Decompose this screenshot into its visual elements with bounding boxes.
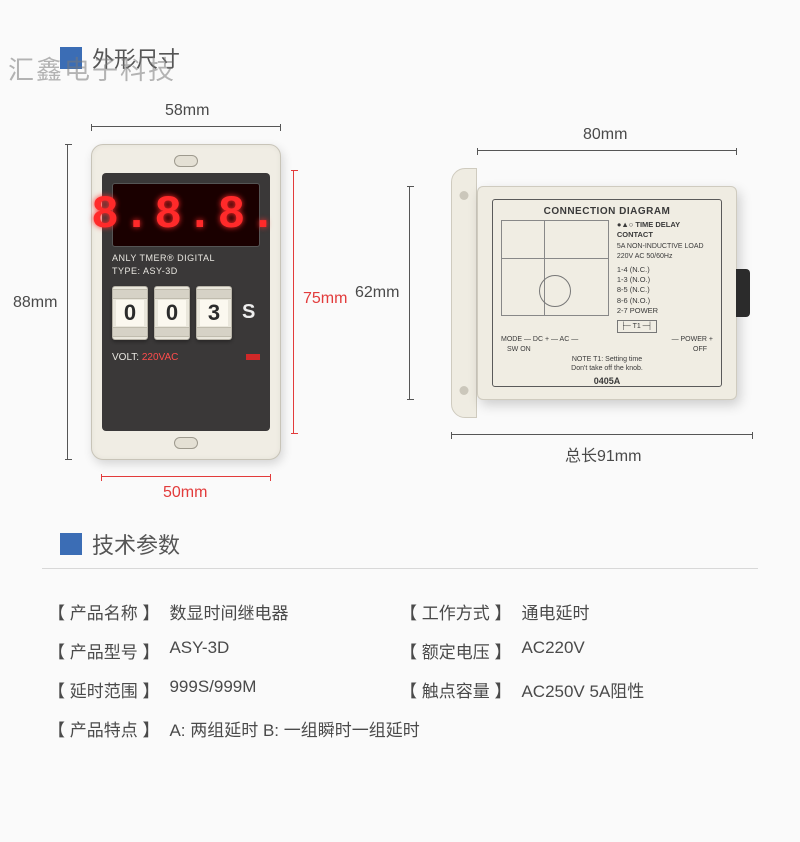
dim-line <box>451 434 753 435</box>
sw-off-label: OFF <box>693 346 707 353</box>
dimension-diagram-row: 58mm 88mm 75mm 50mm 8.8.8. ANLY TMER® DI… <box>0 104 800 520</box>
led-digits: 8.8.8. <box>91 189 281 241</box>
spec-val: A: 两组延时 B: 一组瞬时一组延时 <box>169 716 419 741</box>
switch-row: SW ON OFF <box>501 346 713 353</box>
conn-diagram-title: CONNECTION DIAGRAM <box>501 206 713 217</box>
dim-line <box>101 476 271 477</box>
divider <box>42 568 758 569</box>
wiring-schematic-icon <box>501 220 609 316</box>
volt-label: VOLT: <box>112 352 139 363</box>
spec-row: 【 产品名称 】数显时间继电器 【 工作方式 】通电延时 <box>48 599 752 624</box>
spec-table: 【 产品名称 】数显时间继电器 【 工作方式 】通电延时 【 产品型号 】 ASY… <box>0 585 800 741</box>
spec-key: 【 产品型号 】 <box>48 638 159 663</box>
pin-row: 1-3 (N.O.) <box>617 275 713 285</box>
spec-val: AC250V 5A阻性 <box>521 677 644 702</box>
indicator-icon <box>246 354 260 360</box>
device-side-body: CONNECTION DIAGRAM ●▲○ TIME DELAY CONTAC… <box>477 186 737 400</box>
spec-val: AC220V <box>521 638 584 663</box>
thumb-digit: 0 <box>116 300 144 326</box>
mode-power-labels: MODE — DC + — AC — — POWER + <box>501 336 713 343</box>
dim-label-62mm: 62mm <box>355 284 399 302</box>
pin-mapping-list: 1-4 (N.C.) 1-3 (N.O.) 8-5 (N.C.) 8-6 (N.… <box>617 265 713 316</box>
pin-row: 8-5 (N.C.) <box>617 285 713 295</box>
thumbwheel[interactable]: 3 <box>196 286 232 340</box>
spec-val: ASY-3D <box>169 638 229 663</box>
spec-key: 【 额定电压 】 <box>400 638 511 663</box>
t1-box: ├─ T1 ─┤ <box>617 320 657 333</box>
section-header-specs: 技术参数 <box>60 528 800 560</box>
note-text: NOTE T1: Setting time Don't take off the… <box>501 356 713 374</box>
dim-label-88mm: 88mm <box>13 294 57 312</box>
spec-row: 【 产品型号 】 ASY-3D 【 额定电压 】 AC220V <box>48 638 752 663</box>
thumbwheel-row: 0 0 3 S <box>112 286 260 340</box>
front-view-block: 58mm 88mm 75mm 50mm 8.8.8. ANLY TMER® DI… <box>27 104 355 510</box>
side-view-block: 80mm 62mm 总长91mm CONNECTION DIAGRAM ●▲○ … <box>369 128 773 468</box>
dim-label-80mm: 80mm <box>583 126 627 144</box>
dim-line <box>409 186 410 400</box>
brand-line-2: TYPE: ASY-3D <box>112 266 260 277</box>
thumbwheel[interactable]: 0 <box>112 286 148 340</box>
conn-right-column: ●▲○ TIME DELAY CONTACT 5A NON-INDUCTIVE … <box>617 220 713 333</box>
dim-line <box>293 170 294 434</box>
spec-row: 【 延时范围 】 999S/999M 【 触点容量 】 AC250V 5A阻性 <box>48 677 752 702</box>
sw-on-label: SW ON <box>507 346 531 353</box>
spec-key: 【 产品名称 】 <box>48 599 159 624</box>
dim-line <box>477 150 737 151</box>
watermark-text: 汇鑫电子科技 <box>8 50 176 87</box>
spec-key: 【 工作方式 】 <box>400 599 511 624</box>
dim-label-58mm: 58mm <box>165 102 209 120</box>
spec-key: 【 触点容量 】 <box>400 677 511 702</box>
device-front-panel: 8.8.8. ANLY TMER® DIGITAL TYPE: ASY-3D 0… <box>102 173 270 431</box>
dim-label-50mm: 50mm <box>163 484 207 502</box>
voltage-line: VOLT: 220VAC <box>112 352 260 363</box>
dim-label-total: 总长91mm <box>565 442 641 466</box>
dim-line <box>67 144 68 460</box>
connection-diagram-label: CONNECTION DIAGRAM ●▲○ TIME DELAY CONTAC… <box>492 199 722 387</box>
spec-val: 通电延时 <box>521 599 589 624</box>
spec-val: 数显时间继电器 <box>169 599 288 624</box>
product-code: 0405A <box>501 376 713 386</box>
section-title: 技术参数 <box>92 528 180 560</box>
dim-line <box>91 126 281 127</box>
octal-socket-icon <box>539 275 571 307</box>
pin-row: 2-7 POWER <box>617 306 713 316</box>
spec-val: 999S/999M <box>169 677 256 702</box>
load-spec-label: 5A NON-INDUCTIVE LOAD 220V AC 50/60Hz <box>617 242 713 261</box>
dim-label-75mm: 75mm <box>303 290 347 308</box>
pin-row: 8-6 (N.O.) <box>617 296 713 306</box>
spec-key: 【 延时范围 】 <box>48 677 159 702</box>
thumb-digit: 0 <box>158 300 186 326</box>
device-faceplate: 8.8.8. ANLY TMER® DIGITAL TYPE: ASY-3D 0… <box>91 144 281 460</box>
brand-line-1: ANLY TMER® DIGITAL <box>112 253 260 264</box>
thumbwheel[interactable]: 0 <box>154 286 190 340</box>
connector-plug-icon <box>736 269 750 317</box>
device-side-wrap: CONNECTION DIAGRAM ●▲○ TIME DELAY CONTAC… <box>433 168 753 418</box>
led-display: 8.8.8. <box>112 183 260 247</box>
time-delay-contact-label: ●▲○ TIME DELAY CONTACT <box>617 220 713 240</box>
thumb-digit: 3 <box>200 300 228 326</box>
mounting-bracket <box>451 168 477 418</box>
unit-label: S <box>242 301 255 324</box>
volt-value: 220VAC <box>142 352 179 363</box>
spec-row: 【 产品特点 】 A: 两组延时 B: 一组瞬时一组延时 <box>48 716 752 741</box>
spec-key: 【 产品特点 】 <box>48 716 159 741</box>
pin-row: 1-4 (N.C.) <box>617 265 713 275</box>
square-bullet-icon <box>60 533 82 555</box>
